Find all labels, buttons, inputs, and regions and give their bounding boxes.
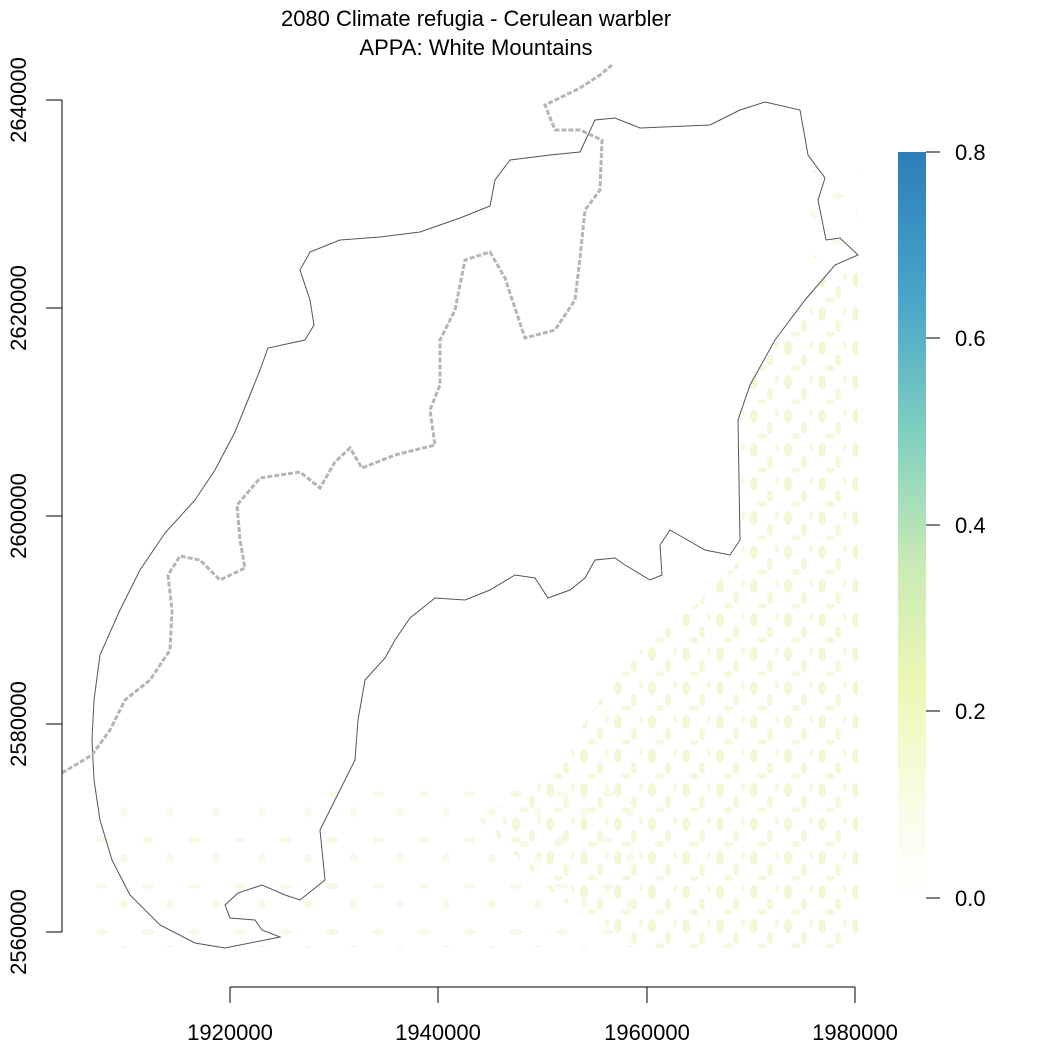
x-tick-label: 1980000 — [812, 1020, 898, 1045]
y-tick-label: 2580000 — [6, 681, 31, 767]
y-axis: 2640000 2620000 2600000 2580000 2560000 — [6, 57, 63, 975]
legend-tick-label: 0.0 — [955, 886, 986, 911]
legend-tick-label: 0.8 — [955, 140, 986, 165]
raster-patch-southwest — [92, 800, 352, 948]
y-tick-label: 2600000 — [6, 473, 31, 559]
dashed-boundary-line — [61, 63, 613, 775]
x-tick-label: 1920000 — [187, 1020, 273, 1045]
y-tick-label: 2620000 — [6, 265, 31, 351]
y-tick-label: 2560000 — [6, 889, 31, 975]
raster-patch-northeast — [800, 170, 858, 260]
y-tick-label: 2640000 — [6, 57, 31, 143]
raster-layer — [92, 170, 858, 948]
raster-patch-south — [330, 780, 650, 948]
legend-colorbar: 0.8 0.6 0.4 0.2 0.0 — [898, 140, 986, 911]
x-tick-label: 1940000 — [395, 1020, 481, 1045]
map-subtitle: APPA: White Mountains — [359, 35, 592, 60]
legend-gradient-bar — [898, 152, 926, 898]
map-title: 2080 Climate refugia - Cerulean warbler — [281, 6, 671, 31]
legend-tick-label: 0.4 — [955, 513, 986, 538]
raster-patch-southeast — [480, 252, 858, 948]
legend-tick-label: 0.6 — [955, 326, 986, 351]
x-tick-label: 1960000 — [604, 1020, 690, 1045]
x-axis: 1920000 1940000 1960000 1980000 — [187, 986, 898, 1045]
legend-tick-label: 0.2 — [955, 699, 986, 724]
park-boundary — [91, 101, 859, 949]
